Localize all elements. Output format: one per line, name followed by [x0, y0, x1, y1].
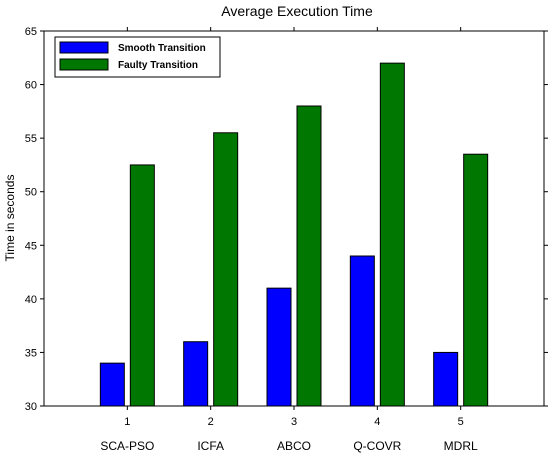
legend-swatch [59, 58, 109, 71]
y-tick-label: 55 [25, 133, 37, 145]
y-tick-label: 35 [25, 347, 37, 359]
bar-faulty-sca-pso [129, 164, 155, 407]
bar-faulty-abco [296, 105, 322, 407]
legend-label: Faulty Transition [118, 60, 198, 71]
bar-smooth-q-covr [349, 255, 375, 407]
y-tick-label: 45 [25, 240, 37, 252]
y-tick-label: 30 [25, 401, 37, 413]
category-label: ABCO [277, 439, 311, 453]
category-label: ICFA [197, 439, 224, 453]
x-tick-label: 2 [208, 416, 214, 428]
bar-faulty-q-covr [379, 62, 405, 407]
legend-swatch [59, 41, 109, 54]
bar-smooth-icfa [183, 341, 209, 407]
bars-group [99, 62, 489, 407]
y-axis-label: Time in seconds [3, 175, 17, 262]
y-tick-label: 65 [25, 26, 37, 38]
x-tick-label: 4 [374, 416, 380, 428]
category-labels: SCA-PSO ICFA ABCO Q-COVR MDRL [100, 439, 478, 453]
bar-smooth-abco [266, 287, 292, 407]
y-tick-label: 60 [25, 80, 37, 92]
x-tick-label: 3 [291, 416, 297, 428]
x-axis-ticks: 1 2 3 4 5 [124, 27, 464, 428]
legend: Smooth Transition Faulty Transition [54, 36, 221, 78]
bar-smooth-sca-pso [99, 362, 125, 407]
category-label: SCA-PSO [100, 439, 154, 453]
x-tick-label: 1 [124, 416, 130, 428]
bar-faulty-icfa [213, 132, 239, 407]
bar-faulty-mdrl [463, 153, 489, 407]
x-tick-label: 5 [458, 416, 464, 428]
y-tick-label: 40 [25, 294, 37, 306]
chart-title: Average Execution Time [221, 3, 373, 19]
y-axis-ticks: 30 35 40 45 50 55 60 65 [25, 26, 548, 413]
legend-label: Smooth Transition [118, 43, 206, 54]
category-label: Q-COVR [353, 439, 401, 453]
y-tick-label: 50 [25, 187, 37, 199]
category-label: MDRL [444, 439, 478, 453]
bar-smooth-mdrl [433, 351, 459, 407]
